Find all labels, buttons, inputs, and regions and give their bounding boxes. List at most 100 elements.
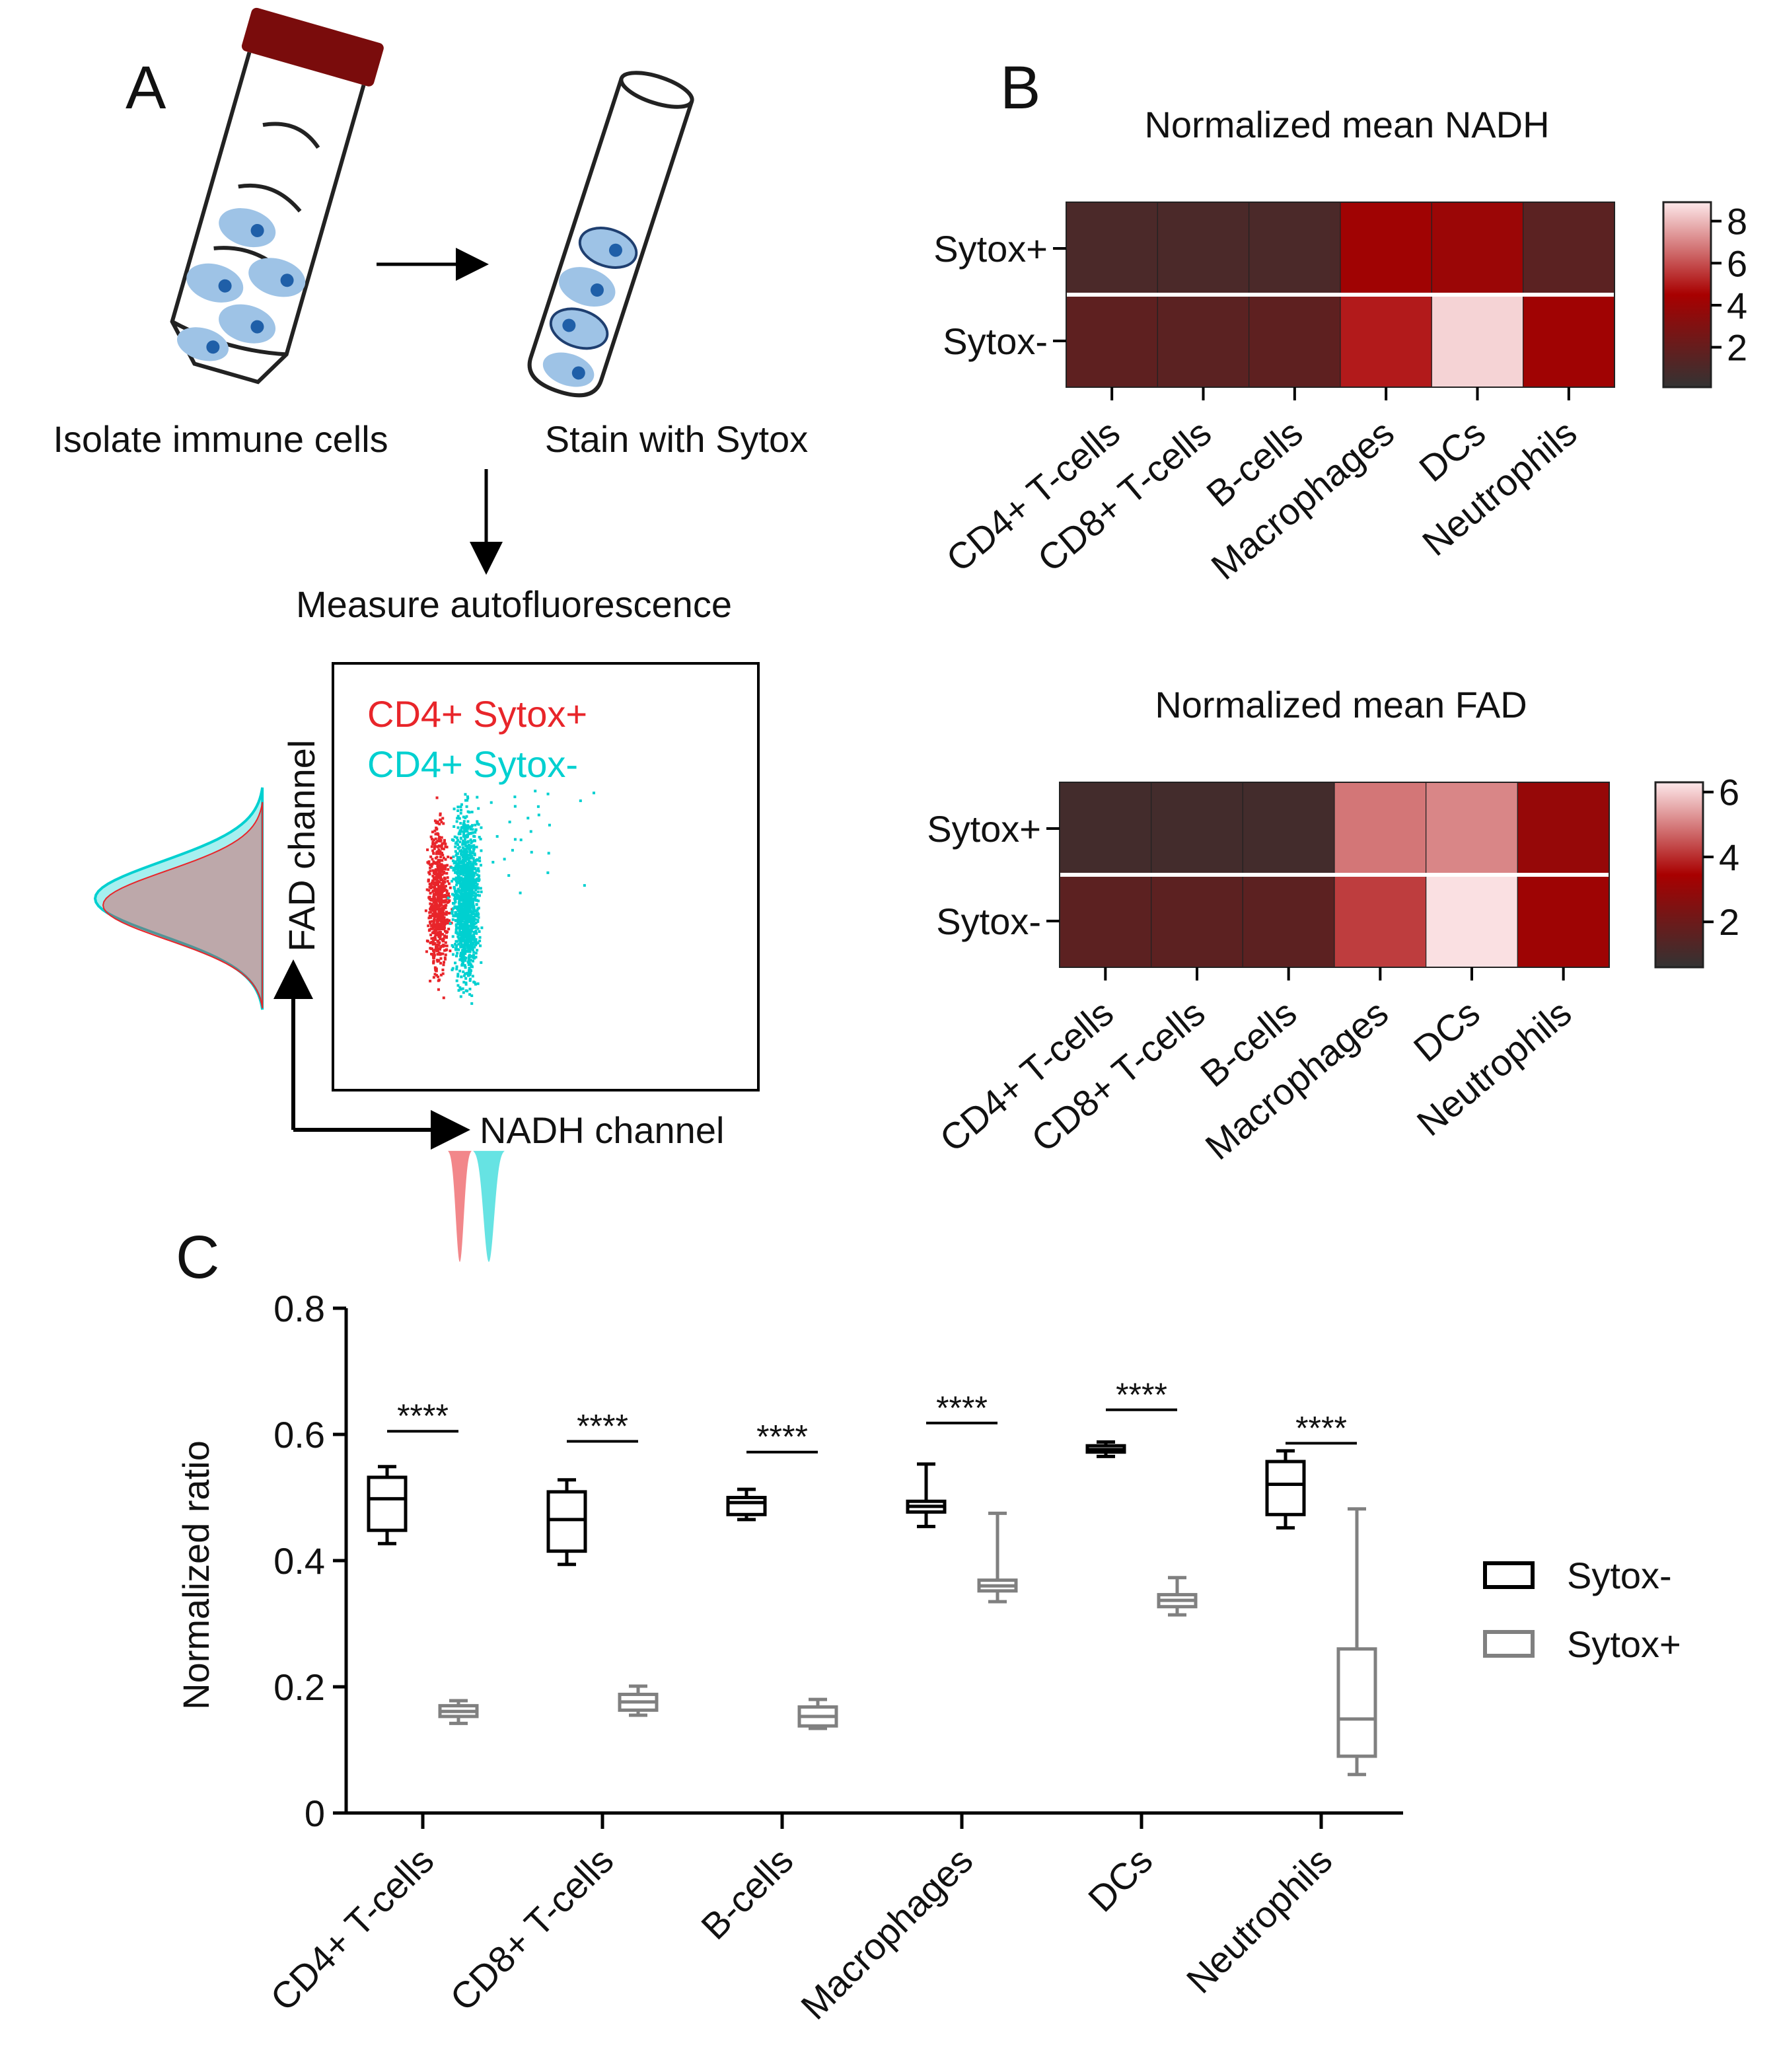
dot: [473, 945, 476, 949]
dot: [470, 936, 474, 939]
dot: [519, 891, 522, 895]
y-tick-label: 0: [305, 1793, 325, 1834]
dot: [442, 963, 445, 967]
dot: [433, 918, 436, 922]
dot: [439, 961, 443, 965]
dot: [454, 860, 457, 864]
dot: [469, 838, 472, 842]
dot: [446, 918, 449, 922]
dot: [431, 889, 435, 893]
dot: [468, 903, 472, 906]
dot: [457, 943, 460, 946]
dot: [449, 886, 452, 889]
dot: [439, 957, 443, 960]
dot: [437, 975, 440, 979]
dot: [471, 894, 474, 897]
dot: [437, 909, 441, 912]
dot: [495, 834, 499, 838]
dot: [426, 848, 429, 852]
dot: [444, 842, 447, 846]
dot: [440, 909, 443, 912]
dot: [466, 824, 470, 827]
dot: [479, 837, 482, 840]
dot: [461, 893, 464, 896]
dot: [470, 946, 474, 949]
dot: [468, 891, 471, 894]
dot: [461, 858, 464, 862]
dot: [439, 856, 443, 859]
heatmap-cell: [1426, 874, 1518, 968]
significance-label: ****: [936, 1389, 988, 1426]
dot: [458, 905, 462, 908]
dot: [441, 847, 444, 850]
dot: [467, 915, 470, 918]
dot: [434, 862, 437, 865]
dot: [441, 933, 445, 936]
dot: [454, 865, 457, 868]
heatmap-title: Normalized mean FAD: [1155, 684, 1527, 725]
dot: [454, 899, 457, 903]
dot: [458, 925, 461, 928]
dot: [476, 873, 479, 876]
dot: [444, 953, 447, 957]
dot: [430, 845, 433, 848]
dot: [429, 870, 432, 873]
dot: [424, 909, 427, 912]
dot: [472, 848, 475, 851]
dot: [477, 875, 480, 878]
dot: [441, 842, 444, 845]
dot: [475, 869, 478, 872]
dot: [444, 941, 447, 944]
x-axis-label: NADH channel: [480, 1109, 724, 1151]
dot: [437, 947, 440, 950]
dot: [430, 937, 433, 940]
dot: [428, 872, 431, 875]
dot: [445, 864, 449, 867]
dot: [459, 811, 462, 815]
dot: [478, 894, 481, 897]
dot: [440, 922, 443, 926]
dot: [458, 927, 461, 930]
dot: [468, 881, 471, 884]
dot: [442, 908, 445, 911]
dot: [459, 822, 462, 825]
dot: [447, 894, 450, 897]
dot: [468, 932, 472, 935]
y-tick-label: 0.2: [273, 1666, 325, 1708]
dot: [530, 850, 533, 854]
dot: [436, 960, 439, 963]
dot: [456, 863, 460, 866]
dot: [463, 920, 466, 924]
dot: [470, 954, 473, 957]
dot: [461, 879, 464, 883]
dot: [432, 893, 435, 896]
dot: [466, 974, 470, 977]
dot: [466, 846, 470, 850]
dot: [429, 916, 433, 919]
dot: [464, 942, 468, 945]
dot: [443, 912, 447, 916]
heatmap-cell: [1059, 782, 1152, 875]
significance-label: ****: [397, 1397, 449, 1434]
dot: [437, 894, 440, 897]
dot: [471, 831, 474, 834]
dot: [464, 842, 467, 846]
dot: [438, 887, 441, 891]
dot: [464, 982, 468, 986]
dot: [450, 866, 453, 870]
dot: [461, 944, 464, 947]
dot: [432, 852, 435, 855]
dot: [432, 895, 435, 899]
dot: [441, 854, 445, 857]
dot: [526, 817, 530, 820]
dot: [446, 879, 449, 883]
dot: [477, 807, 480, 810]
dot: [464, 854, 468, 857]
dot: [440, 893, 443, 897]
dot: [437, 833, 440, 836]
dot: [463, 870, 466, 873]
dot: [439, 851, 442, 854]
cell: [219, 304, 276, 344]
dot: [434, 837, 437, 840]
dot: [441, 922, 445, 925]
